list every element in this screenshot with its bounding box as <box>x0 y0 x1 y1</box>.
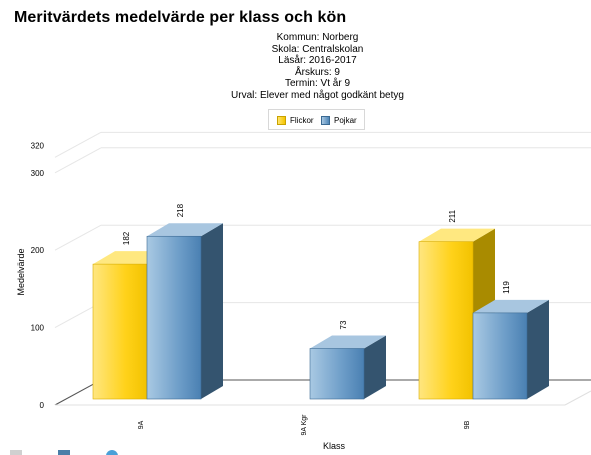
bar-layer <box>92 223 549 400</box>
bar-pojkar-9a <box>146 235 202 400</box>
bottom-toolbar-icons <box>10 450 120 455</box>
label-layer: 0 100 200 300 320 182 218 9A 73 9A Kgr 211 119 9B <box>31 141 511 435</box>
globe-icon[interactable] <box>106 450 118 455</box>
chart-legend: Flickor Pojkar <box>268 109 365 130</box>
y-tick-label: 200 <box>31 246 45 255</box>
legend-item-flickor[interactable]: Flickor <box>277 115 314 125</box>
bar-flickor-9a <box>92 263 148 400</box>
subtitle-line-lasar: Läsår: 2016-2017 <box>278 55 357 67</box>
x-tick-label: 9A Kgr <box>301 414 308 436</box>
subtitle-line-termin: Termin: Vt år 9 <box>284 78 351 90</box>
subtitle-line-skola: Skola: Centralskolan <box>271 43 364 55</box>
bar-top <box>419 228 495 242</box>
bar-side <box>364 335 386 399</box>
bar-side <box>527 299 549 399</box>
gridline-side <box>54 131 102 158</box>
x-tick-label: 9A <box>138 420 145 429</box>
data-label: 182 <box>122 231 131 245</box>
bar-flickor-9b <box>418 241 474 400</box>
bar-top <box>310 335 386 349</box>
chart-title: Meritvärdets medelvärde per klass och kö… <box>14 9 347 26</box>
y-tick-label: 320 <box>31 141 45 150</box>
y-tick-label: 0 <box>40 401 45 410</box>
legend-label-pojkar: Pojkar <box>334 115 357 125</box>
chart-icon[interactable] <box>58 450 70 455</box>
bar-top <box>147 223 223 237</box>
y-tick-label: 100 <box>31 324 45 333</box>
gridline-side <box>54 224 102 251</box>
subtitle-line-arskurs: Årskurs: 9 <box>294 66 340 78</box>
subtitle-line-urval: Urval: Elever med något godkänt betyg <box>231 89 404 101</box>
legend-swatch-pojkar <box>321 115 330 125</box>
bar-pojkar-9b <box>472 312 528 400</box>
subtitle-line-kommun: Kommun: Norberg <box>276 32 359 43</box>
x-axis-label: Klass <box>323 441 346 451</box>
legend-label-flickor: Flickor <box>290 115 314 125</box>
data-label: 218 <box>176 203 185 217</box>
legend-swatch-flickor <box>277 115 286 125</box>
y-tick-label: 300 <box>31 169 45 178</box>
y-axis-label: Medelvärde <box>16 248 26 295</box>
bar-top <box>473 299 549 313</box>
bar-pojkar-9a-kgr <box>309 348 365 400</box>
bar-side <box>201 223 223 399</box>
floor-right-edge <box>564 390 591 406</box>
table-icon[interactable] <box>10 450 22 455</box>
x-tick-label: 9B <box>464 420 471 429</box>
data-label: 119 <box>502 281 511 294</box>
chart-subtitle: Kommun: Norberg Skola: Centralskolan Läs… <box>180 32 455 102</box>
legend-item-pojkar[interactable]: Pojkar <box>321 115 357 125</box>
gridline-side <box>54 147 102 174</box>
data-label: 73 <box>339 320 348 329</box>
data-label: 211 <box>448 209 457 222</box>
